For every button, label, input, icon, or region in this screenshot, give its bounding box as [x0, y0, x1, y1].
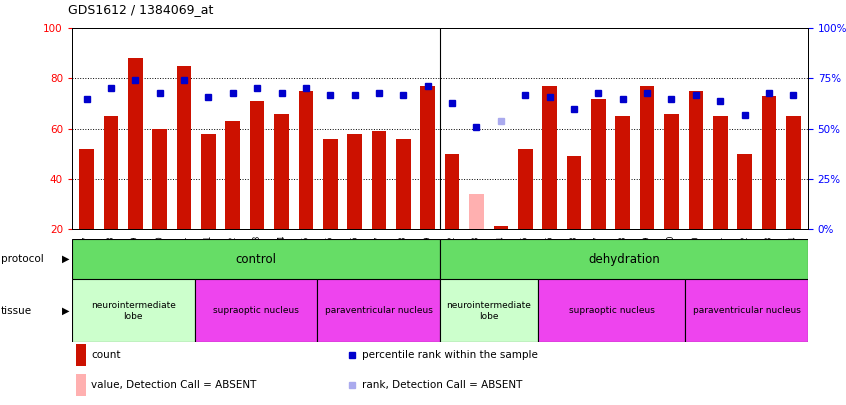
Bar: [201, 134, 216, 229]
Text: dehydration: dehydration: [588, 253, 660, 266]
Text: GDS1612 / 1384069_at: GDS1612 / 1384069_at: [68, 3, 213, 16]
Bar: [128, 58, 143, 229]
Bar: [274, 113, 288, 229]
Bar: [225, 121, 240, 229]
Text: paraventricular nucleus: paraventricular nucleus: [693, 306, 800, 315]
Text: neurointermediate
lobe: neurointermediate lobe: [91, 301, 176, 320]
Bar: [152, 129, 167, 229]
Text: supraoptic nucleus: supraoptic nucleus: [569, 306, 655, 315]
Bar: [737, 153, 752, 229]
Bar: [470, 194, 484, 229]
Bar: [440, 279, 538, 342]
Text: paraventricular nucleus: paraventricular nucleus: [325, 306, 432, 315]
Bar: [76, 344, 86, 366]
Bar: [445, 153, 459, 229]
Bar: [317, 279, 440, 342]
Bar: [371, 131, 387, 229]
Bar: [250, 101, 265, 229]
Bar: [396, 139, 410, 229]
Bar: [685, 279, 808, 342]
Bar: [615, 116, 630, 229]
Bar: [177, 66, 191, 229]
Bar: [440, 239, 808, 279]
Bar: [420, 86, 435, 229]
Bar: [664, 113, 678, 229]
Bar: [567, 156, 581, 229]
Text: supraoptic nucleus: supraoptic nucleus: [213, 306, 299, 315]
Text: control: control: [235, 253, 277, 266]
Bar: [591, 98, 606, 229]
Bar: [72, 239, 440, 279]
Bar: [493, 226, 508, 229]
Text: rank, Detection Call = ABSENT: rank, Detection Call = ABSENT: [362, 380, 523, 390]
Bar: [689, 91, 703, 229]
Bar: [80, 149, 94, 229]
Bar: [786, 116, 800, 229]
Bar: [640, 86, 655, 229]
Bar: [323, 139, 338, 229]
Text: protocol: protocol: [1, 254, 44, 264]
Bar: [195, 279, 317, 342]
Bar: [713, 116, 728, 229]
Bar: [299, 91, 313, 229]
Text: count: count: [91, 350, 121, 360]
Bar: [518, 149, 532, 229]
Text: tissue: tissue: [1, 306, 32, 316]
Bar: [761, 96, 777, 229]
Bar: [542, 86, 557, 229]
Bar: [103, 116, 118, 229]
Bar: [72, 279, 195, 342]
Text: neurointermediate
lobe: neurointermediate lobe: [447, 301, 531, 320]
Text: ▶: ▶: [62, 254, 69, 264]
Bar: [76, 374, 86, 396]
Bar: [538, 279, 685, 342]
Bar: [348, 134, 362, 229]
Text: ▶: ▶: [62, 306, 69, 316]
Text: percentile rank within the sample: percentile rank within the sample: [362, 350, 538, 360]
Text: value, Detection Call = ABSENT: value, Detection Call = ABSENT: [91, 380, 256, 390]
